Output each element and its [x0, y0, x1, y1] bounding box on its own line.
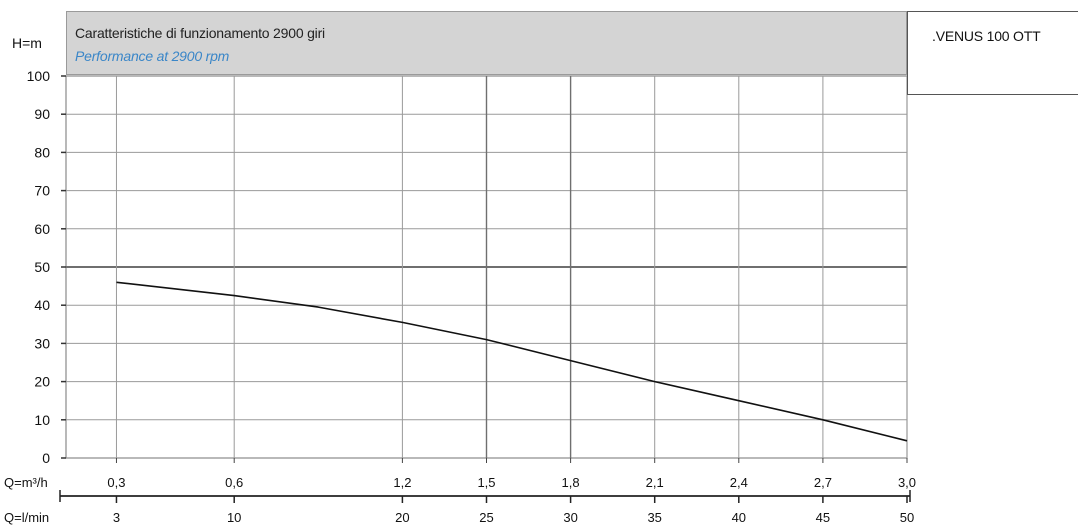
y-tick-label: 100 [27, 68, 51, 84]
chart-title-box [66, 11, 907, 75]
y-tick-label: 10 [34, 412, 50, 428]
x-axis-label-lmin: Q=l/min [4, 510, 49, 525]
x-axis-label-m3h: Q=m³/h [4, 475, 48, 490]
x-tick-label-lmin: 30 [563, 510, 577, 525]
y-tick-label: 40 [34, 297, 50, 313]
x-tick-label-m3h: 2,4 [730, 475, 748, 490]
y-tick-label: 90 [34, 106, 50, 122]
y-axis-label: H=m [12, 35, 42, 51]
x-tick-label-lmin: 45 [816, 510, 830, 525]
x-tick-label-lmin: 40 [732, 510, 746, 525]
y-tick-label: 80 [34, 144, 50, 160]
x-tick-label-m3h: 0,6 [225, 475, 243, 490]
x-tick-label-m3h: 0,3 [107, 475, 125, 490]
x-tick-label-m3h: 2,1 [646, 475, 664, 490]
x-tick-label-lmin: 25 [479, 510, 493, 525]
x-tick-label-lmin: 3 [113, 510, 120, 525]
chart-title-italian: Caratteristiche di funzionamento 2900 gi… [75, 25, 325, 41]
y-tick-label: 20 [34, 374, 50, 390]
y-tick-label: 60 [34, 221, 50, 237]
chart-title-english: Performance at 2900 rpm [75, 48, 230, 64]
y-tick-label: 70 [34, 183, 50, 199]
y-tick-label: 0 [42, 450, 50, 466]
x-tick-label-m3h: 1,8 [562, 475, 580, 490]
x-tick-label-lmin: 50 [900, 510, 914, 525]
model-label: .VENUS 100 OTT [932, 28, 1041, 44]
x-tick-label-m3h: 2,7 [814, 475, 832, 490]
y-tick-label: 30 [34, 335, 50, 351]
x-tick-label-lmin: 20 [395, 510, 409, 525]
x-tick-label-m3h: 3,0 [898, 475, 916, 490]
x-tick-label-lmin: 35 [647, 510, 661, 525]
x-tick-label-lmin: 10 [227, 510, 241, 525]
x-tick-label-m3h: 1,5 [477, 475, 495, 490]
performance-curve [116, 281, 908, 442]
model-box [907, 11, 1078, 95]
y-tick-label: 50 [34, 259, 50, 275]
x-tick-label-m3h: 1,2 [393, 475, 411, 490]
